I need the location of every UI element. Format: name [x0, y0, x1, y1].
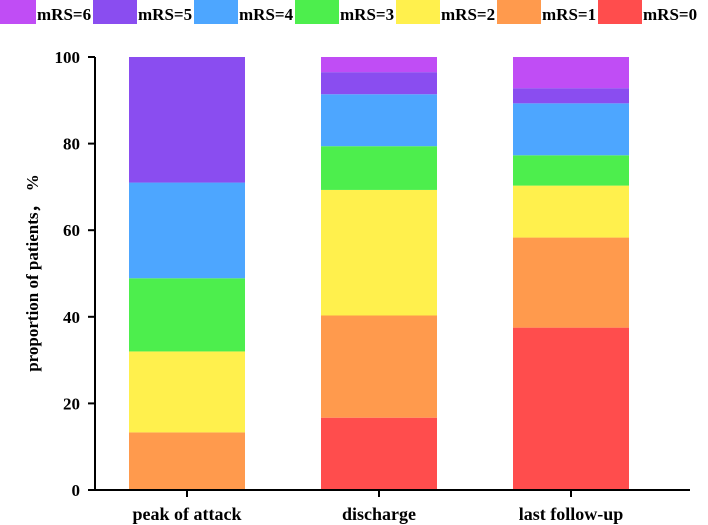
x-tick-label-peak-of-attack: peak of attack	[133, 504, 242, 524]
x-tick-label-last-follow-up: last follow-up	[519, 504, 624, 524]
bar-segment-peak-of-attack-mRS-3	[129, 278, 245, 352]
bar-segment-peak-of-attack-mRS-1	[129, 432, 245, 490]
legend-swatch-mRS-4	[194, 0, 238, 24]
bar-segment-last-follow-up-mRS-2	[513, 185, 629, 238]
y-tick-label-80: 80	[63, 135, 80, 154]
legend-label-mRS-3: mRS=3	[340, 5, 394, 24]
bar-segment-discharge-mRS-0	[321, 417, 437, 490]
legend-swatch-mRS-2	[396, 0, 440, 24]
axes	[94, 57, 690, 491]
legend: mRS=6 mRS=5 mRS=4 mRS=3 mRS=2 mRS=1 mRS=0	[0, 0, 697, 24]
legend-label-mRS-6: mRS=6	[37, 5, 91, 24]
legend-swatch-mRS-6	[0, 0, 36, 24]
bar-segment-last-follow-up-mRS-5	[513, 88, 629, 104]
legend-swatch-mRS-1	[497, 0, 541, 24]
legend-swatch-mRS-0	[598, 0, 642, 24]
bar-segment-last-follow-up-mRS-6	[513, 57, 629, 89]
bar-segment-last-follow-up-mRS-3	[513, 155, 629, 186]
legend-label-mRS-5: mRS=5	[138, 5, 192, 24]
y-ticks: 0 20 40 60 80 100	[55, 48, 95, 500]
y-tick-label-0: 0	[72, 481, 81, 500]
y-axis-label: proportion of patients， %	[23, 174, 42, 372]
bar-segment-peak-of-attack-mRS-5	[129, 57, 245, 183]
bar-segment-discharge-mRS-4	[321, 94, 437, 147]
bar-segment-discharge-mRS-6	[321, 57, 437, 73]
y-tick-label-100: 100	[55, 48, 81, 67]
bar-segment-peak-of-attack-mRS-4	[129, 182, 245, 279]
y-tick-label-60: 60	[63, 221, 80, 240]
legend-label-mRS-0: mRS=0	[643, 5, 697, 24]
legend-swatch-mRS-5	[93, 0, 137, 24]
y-tick-label-20: 20	[63, 394, 80, 413]
bars	[129, 57, 629, 490]
bar-segment-discharge-mRS-1	[321, 315, 437, 418]
bar-segment-discharge-mRS-5	[321, 72, 437, 95]
legend-swatch-mRS-3	[295, 0, 339, 24]
bar-segment-peak-of-attack-mRS-2	[129, 351, 245, 433]
bar-segment-discharge-mRS-3	[321, 146, 437, 190]
x-tick-labels: peak of attack discharge last follow-up	[133, 490, 624, 524]
legend-label-mRS-1: mRS=1	[542, 5, 596, 24]
bar-segment-last-follow-up-mRS-1	[513, 237, 629, 328]
legend-label-mRS-2: mRS=2	[441, 5, 495, 24]
bar-segment-discharge-mRS-2	[321, 189, 437, 316]
y-tick-label-40: 40	[63, 308, 80, 327]
x-tick-label-discharge: discharge	[342, 504, 416, 524]
bar-segment-last-follow-up-mRS-0	[513, 327, 629, 490]
legend-label-mRS-4: mRS=4	[239, 5, 294, 24]
bar-segment-last-follow-up-mRS-4	[513, 103, 629, 156]
